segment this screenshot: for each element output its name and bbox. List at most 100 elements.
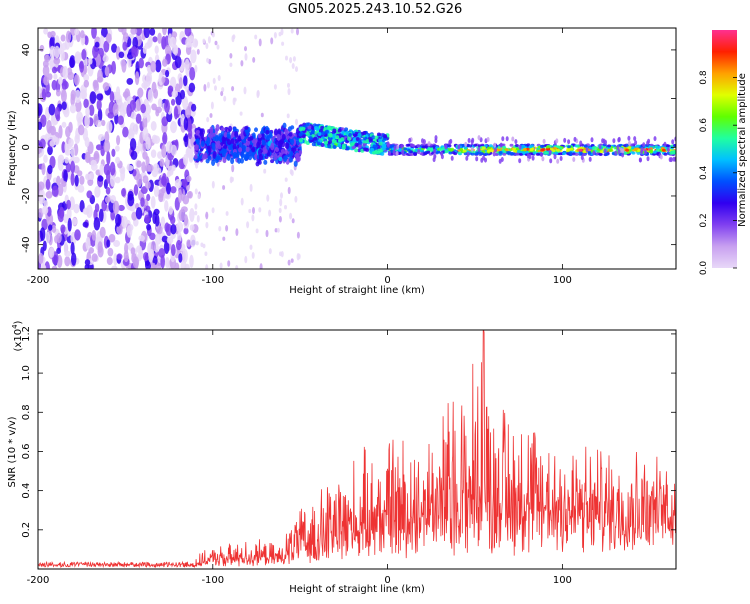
heatmap-cell bbox=[195, 138, 200, 145]
heatmap-cell bbox=[574, 152, 579, 156]
heatmap-cell bbox=[112, 103, 119, 116]
heatmap-cell bbox=[205, 42, 209, 50]
snr-multiplier-exponent: 4 bbox=[11, 324, 19, 329]
heatmap-cell bbox=[220, 127, 225, 132]
heatmap-cell bbox=[186, 239, 192, 248]
heatmap-cell bbox=[270, 142, 275, 151]
heatmap-cell bbox=[73, 203, 80, 214]
heatmap-cell bbox=[295, 66, 298, 73]
heatmap-cell bbox=[240, 150, 245, 159]
heatmap-cell bbox=[144, 214, 151, 224]
heatmap-cell bbox=[122, 32, 129, 42]
heatmap-cell bbox=[98, 208, 104, 222]
heatmap-cell bbox=[417, 149, 421, 155]
heatmap-cell bbox=[105, 187, 111, 195]
heatmap-cell bbox=[278, 215, 282, 223]
heatmap-cell bbox=[150, 262, 157, 269]
heatmap-cell bbox=[200, 140, 205, 147]
y-tick-label: 0 bbox=[21, 144, 32, 150]
heatmap-cell bbox=[108, 233, 116, 243]
heatmap-cell bbox=[170, 215, 176, 225]
heatmap-cell bbox=[476, 151, 481, 155]
heatmap-cell bbox=[228, 144, 232, 151]
heatmap-cell bbox=[225, 224, 229, 232]
heatmap-cell bbox=[69, 57, 75, 69]
heatmap-cell bbox=[88, 57, 93, 65]
heatmap-cell bbox=[409, 153, 414, 156]
heatmap-cell bbox=[39, 227, 46, 241]
heatmap-cell bbox=[646, 140, 650, 146]
heatmap-cell bbox=[97, 134, 105, 141]
heatmap-cell bbox=[663, 152, 668, 156]
heatmap-cell bbox=[145, 73, 151, 87]
heatmap-cell bbox=[223, 131, 228, 138]
heatmap-cell bbox=[53, 57, 61, 65]
heatmap-cell bbox=[45, 91, 52, 98]
heatmap-cell bbox=[627, 146, 632, 150]
heatmap-cell bbox=[357, 144, 362, 149]
heatmap-cell bbox=[374, 135, 379, 140]
heatmap-cell bbox=[184, 106, 192, 119]
heatmap-cell bbox=[371, 135, 376, 140]
heatmap-cell bbox=[296, 231, 300, 239]
snr-panel: -200 -100 0 100 0.2 0.4 0.6 0.8 1.0 1.2 Height of… bbox=[7, 320, 677, 595]
heatmap-cell bbox=[291, 218, 295, 224]
heatmap-cell bbox=[368, 138, 373, 143]
heatmap-cell bbox=[41, 206, 49, 215]
heatmap-cell bbox=[673, 143, 676, 147]
heatmap-cell bbox=[109, 91, 115, 103]
heatmap-cell bbox=[149, 28, 156, 36]
heatmap-cell bbox=[563, 137, 567, 143]
heatmap-cell bbox=[134, 71, 140, 86]
heatmap-cell bbox=[190, 103, 197, 112]
heatmap-cell bbox=[170, 186, 177, 194]
heatmap-cell bbox=[174, 55, 182, 69]
heatmap-cell bbox=[659, 154, 663, 160]
heatmap-cell bbox=[354, 148, 359, 153]
heatmap-cell bbox=[120, 168, 126, 182]
x-tick-label: 100 bbox=[553, 275, 572, 286]
heatmap-cell bbox=[207, 36, 211, 44]
heatmap-cell bbox=[165, 69, 170, 78]
heatmap-cell bbox=[63, 213, 69, 224]
heatmap-cell bbox=[234, 130, 239, 138]
heatmap-cell bbox=[623, 151, 628, 155]
heatmap-cell bbox=[207, 146, 212, 154]
heatmap-cell bbox=[488, 144, 493, 148]
heatmap-cell bbox=[655, 148, 660, 152]
heatmap-cell bbox=[576, 144, 580, 148]
heatmap-cell bbox=[211, 180, 215, 189]
heatmap-cell bbox=[150, 195, 156, 209]
heatmap-cell bbox=[156, 225, 163, 235]
heatmap-cell bbox=[83, 98, 89, 109]
heatmap-cell bbox=[151, 240, 156, 252]
heatmap-cell bbox=[502, 152, 507, 156]
colorbar-tick-label: 0.6 bbox=[699, 118, 709, 133]
heatmap-cell bbox=[185, 45, 192, 56]
heatmap-cell bbox=[258, 38, 262, 47]
heatmap-cell bbox=[372, 144, 377, 149]
heatmap-cell bbox=[94, 185, 101, 198]
heatmap-cell bbox=[190, 234, 196, 248]
heatmap-cell bbox=[252, 57, 256, 63]
heatmap-cell bbox=[438, 148, 443, 151]
heatmap-cell bbox=[294, 153, 299, 158]
heatmap-cell bbox=[117, 115, 124, 126]
heatmap-cell bbox=[60, 49, 65, 62]
heatmap-cell bbox=[96, 99, 102, 111]
heatmap-cell bbox=[112, 200, 120, 215]
heatmap-cell bbox=[211, 144, 216, 151]
heatmap-cell bbox=[515, 152, 520, 156]
heatmap-cell bbox=[115, 156, 121, 164]
heatmap-cell bbox=[408, 137, 412, 143]
heatmap-cell bbox=[290, 258, 294, 263]
heatmap-cell bbox=[378, 138, 383, 143]
heatmap-cell bbox=[591, 146, 596, 150]
heatmap-cell bbox=[180, 206, 188, 213]
heatmap-cell bbox=[642, 142, 646, 148]
heatmap-cell bbox=[381, 146, 386, 151]
heatmap-cell bbox=[65, 30, 72, 43]
heatmap-cell bbox=[187, 117, 192, 131]
heatmap-cell bbox=[644, 149, 647, 155]
